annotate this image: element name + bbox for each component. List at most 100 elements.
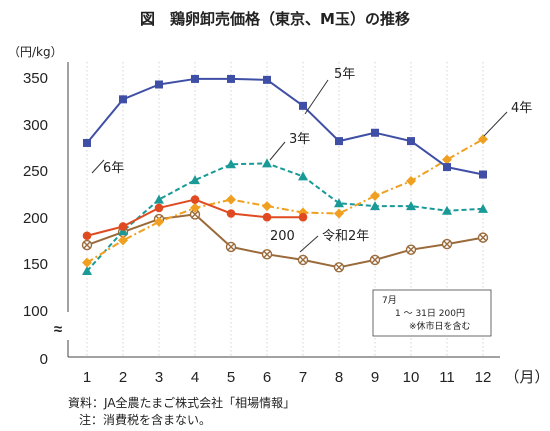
point-5-6	[261, 249, 273, 260]
x-tick-3: 3	[155, 369, 163, 386]
point-5-10	[405, 244, 417, 255]
x-tick-7: 7	[299, 369, 307, 386]
series-label-3: 3年	[289, 132, 310, 147]
point-4-2	[118, 222, 128, 231]
point-5-8	[333, 262, 345, 273]
point-3-3	[154, 194, 164, 204]
point-cross	[83, 241, 91, 249]
series-line-3	[86, 162, 484, 272]
point-1-4	[191, 74, 199, 83]
leader-line-2	[483, 111, 508, 137]
point-3-8	[334, 198, 344, 208]
point-5-7	[297, 254, 309, 266]
point-5-5	[225, 241, 237, 253]
axis-break-symbol: ≈	[54, 321, 62, 338]
note-line-caveat: ※休市日を含む	[409, 320, 471, 332]
axes	[67, 62, 500, 358]
point-cross	[407, 246, 415, 254]
series-2	[82, 134, 488, 268]
series-label-4: 6年	[103, 161, 124, 176]
y-tick-150: 150	[23, 256, 48, 273]
leader-line-3	[269, 141, 286, 161]
x-tick-2: 2	[119, 369, 127, 386]
point-1-6	[263, 75, 271, 84]
point-4-7	[298, 212, 308, 222]
point-3-12	[478, 203, 488, 213]
point-3-5	[226, 159, 236, 169]
point-3-4	[190, 175, 200, 185]
point-cross	[191, 210, 199, 218]
y-tick-350: 350	[23, 70, 48, 87]
note-line-range: 1 ～ 31日 200円	[395, 308, 465, 319]
point-cross	[263, 250, 271, 258]
point-5-11	[441, 238, 453, 250]
x-axis-label: （月）	[504, 369, 549, 386]
point-1-11	[443, 163, 451, 172]
y-tick-100: 100	[23, 303, 48, 320]
point-2-1	[82, 257, 92, 268]
point-3-9	[370, 201, 380, 211]
point-4-6	[262, 212, 272, 222]
series-1	[83, 74, 487, 179]
x-tick-9: 9	[371, 369, 379, 386]
x-tick-labels: 1 2 3 4 5 6 7 8 9 10 11 12	[83, 369, 492, 386]
series-group	[81, 74, 489, 276]
x-tick-6: 6	[263, 369, 271, 386]
source-line: 資料：JA全農たまご株式会社「相場情報」	[68, 395, 295, 410]
y-tick-300: 300	[23, 117, 48, 134]
series-3	[82, 158, 488, 276]
point-1-7	[299, 101, 307, 110]
leader-line-4	[91, 159, 105, 174]
point-2-3	[154, 216, 164, 227]
point-2-2	[118, 235, 128, 246]
point-1-8	[335, 137, 343, 146]
note-box-frame	[372, 289, 492, 337]
point-cross	[371, 256, 379, 264]
point-1-5	[227, 74, 235, 83]
y-tick-250: 250	[23, 163, 48, 180]
point-3-7	[298, 171, 308, 181]
point-2-10	[406, 176, 416, 187]
series-line-2	[86, 138, 484, 264]
point-1-9	[371, 128, 379, 137]
point-5-9	[369, 254, 381, 266]
point-5-1	[81, 239, 93, 251]
point-2-12	[478, 134, 488, 145]
point-4-4	[190, 195, 200, 204]
y-tick-200: 200	[23, 210, 48, 227]
footnote-line: 注：消費税を含まない。	[79, 412, 211, 427]
series-line-5	[86, 213, 484, 269]
series-line-1	[86, 77, 484, 176]
x-tick-12: 12	[475, 369, 492, 386]
series-4	[82, 195, 308, 241]
leader-line-1	[304, 79, 329, 115]
point-cross	[227, 243, 235, 251]
point-2-8	[334, 208, 344, 219]
point-2-5	[226, 194, 236, 205]
point-2-11	[442, 154, 452, 165]
y-axis-label: （円/kg）	[8, 45, 63, 59]
point-1-1	[83, 138, 91, 147]
point-1-12	[479, 170, 487, 179]
point-4-3	[154, 203, 164, 213]
point-3-6	[262, 158, 272, 168]
series-label-1: 5年	[334, 67, 355, 82]
x-tick-11: 11	[439, 369, 455, 386]
series-label-2: 4年	[511, 101, 532, 116]
y-tick-labels: 350 300 250 200 150 100 0 ≈	[23, 70, 62, 368]
y-tick-0: 0	[40, 351, 48, 368]
chart-title: 図 鶏卵卸売価格（東京、M玉）の推移	[140, 10, 410, 28]
point-3-11	[442, 205, 452, 215]
point-cross	[479, 234, 487, 242]
point-cross	[443, 240, 451, 248]
point-cross	[335, 263, 343, 271]
series-label-5: 令和2年	[322, 229, 369, 244]
point-cross	[299, 256, 307, 264]
point-1-10	[407, 137, 415, 146]
point-4-5	[226, 209, 236, 218]
x-tick-10: 10	[403, 369, 420, 386]
point-3-1	[82, 266, 92, 276]
value-label: 200	[270, 229, 295, 244]
